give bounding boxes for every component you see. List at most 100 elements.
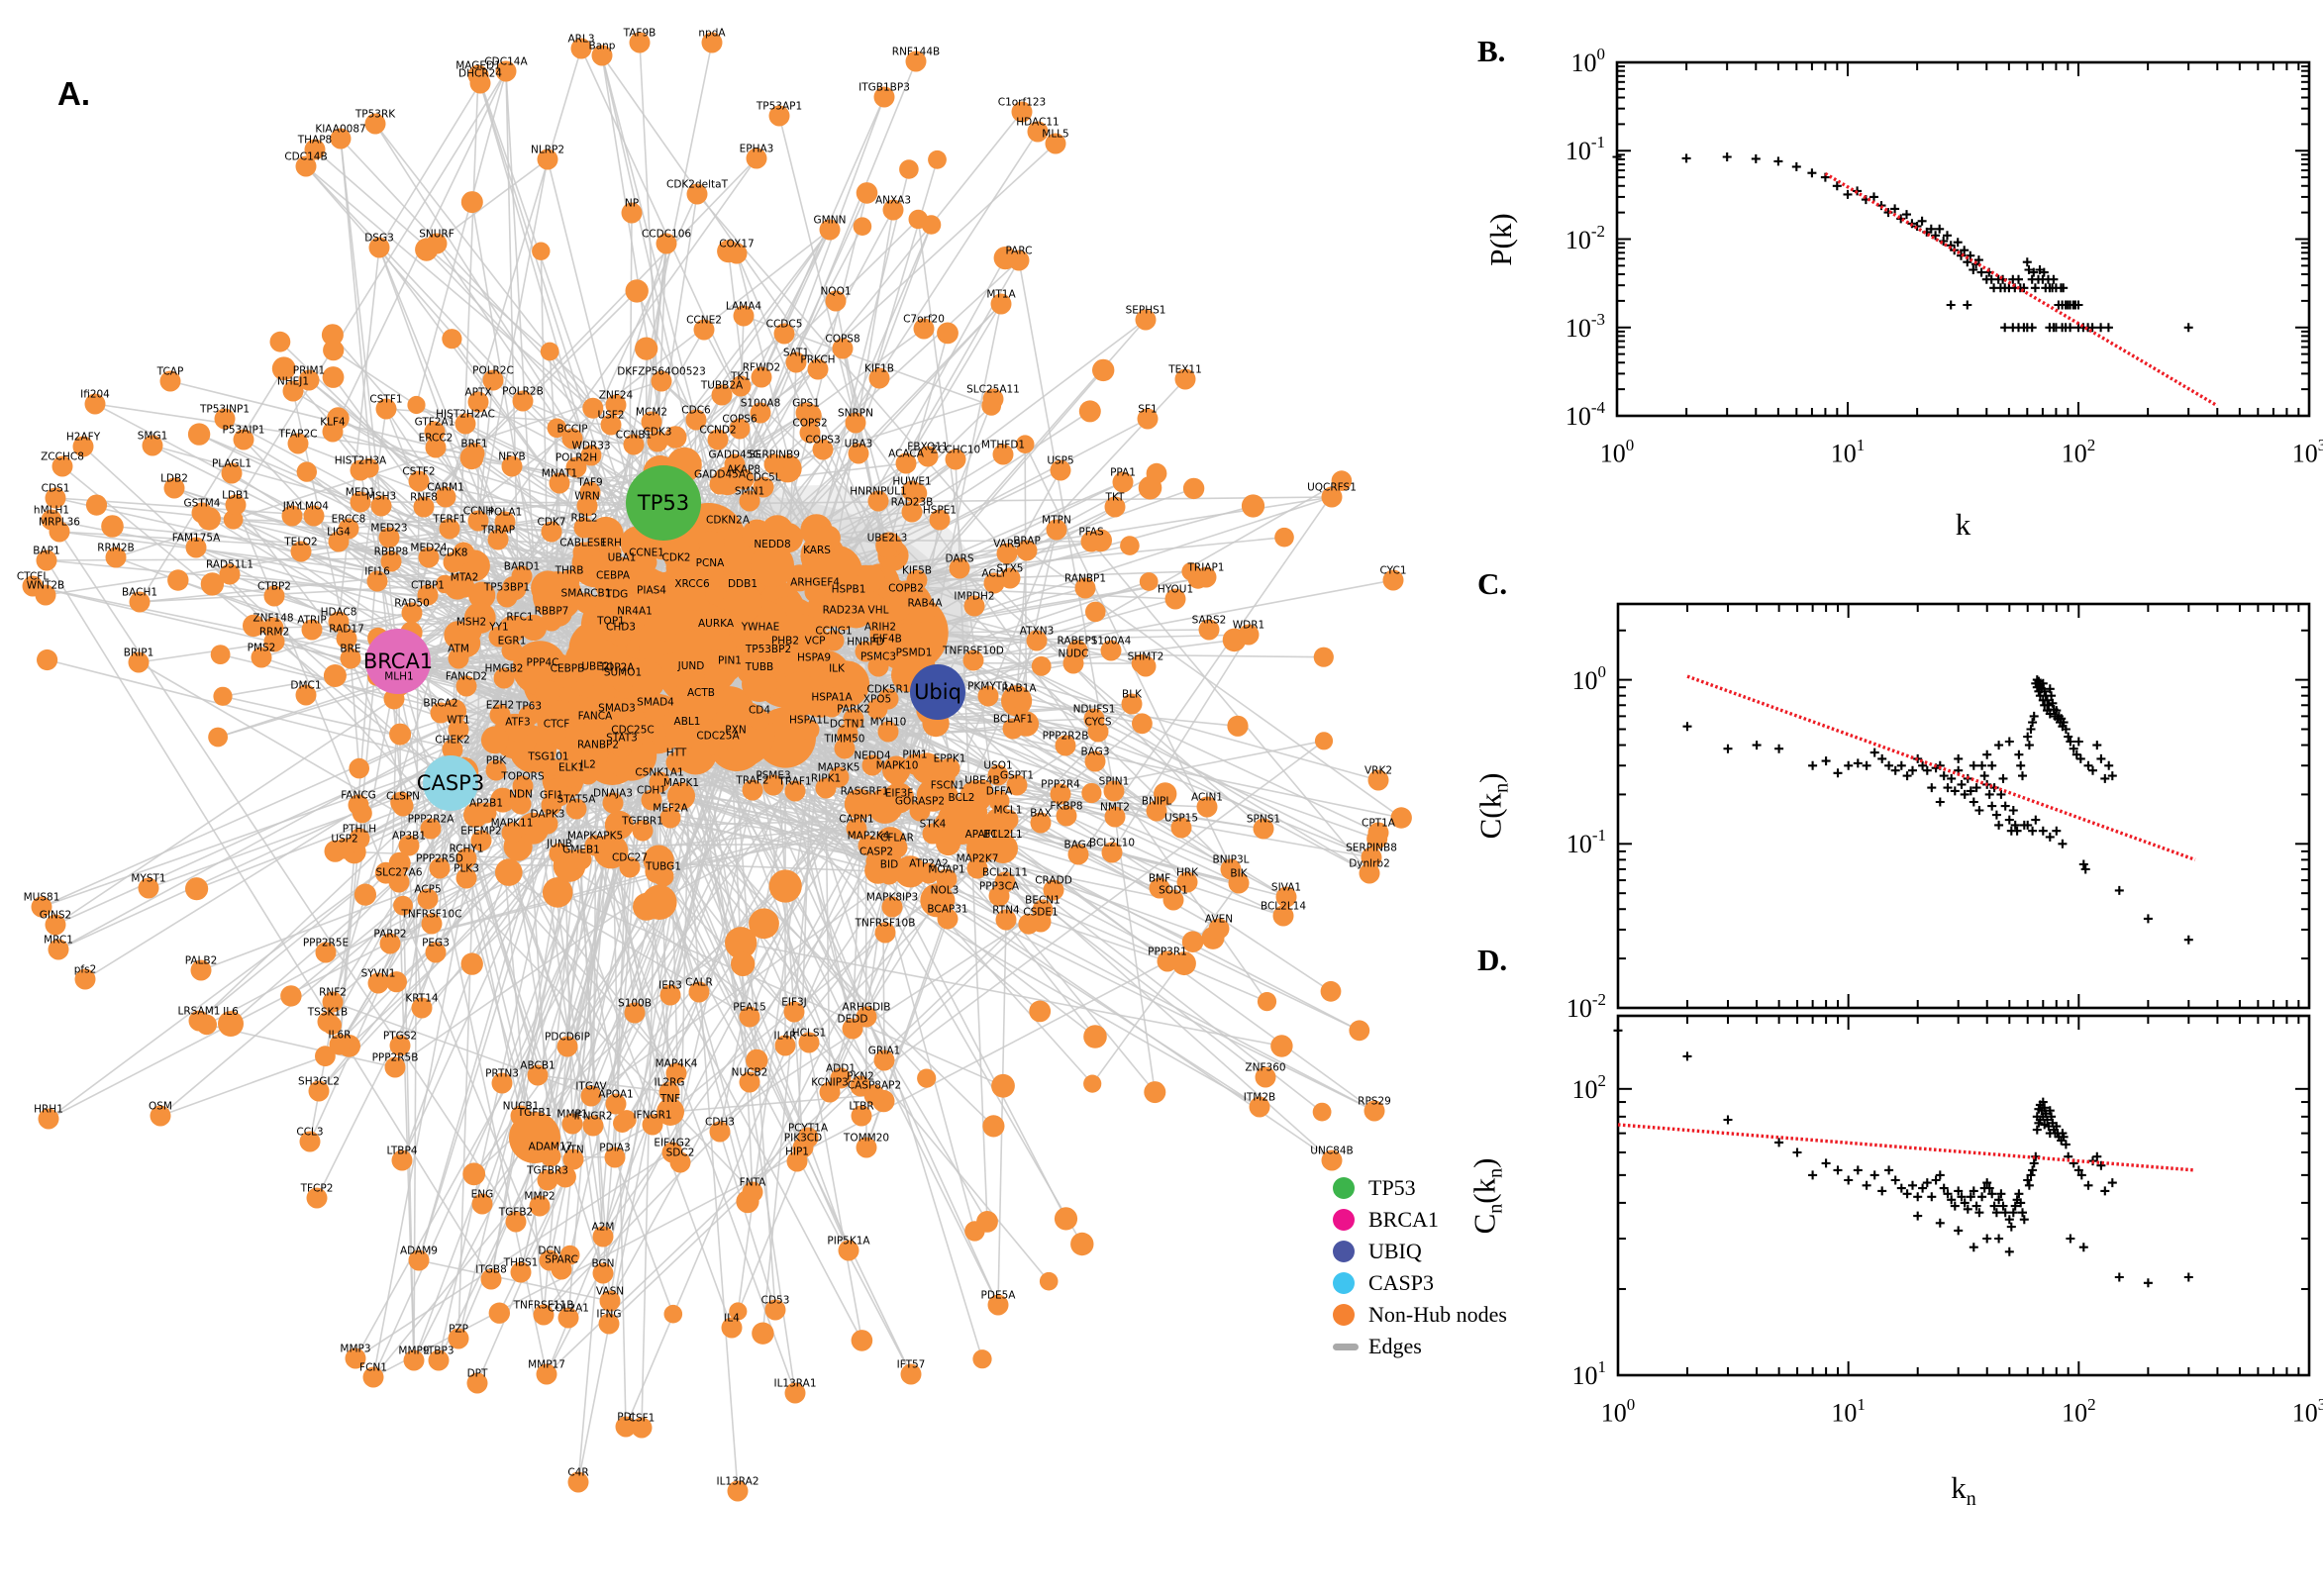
svg-text:NUDC: NUDC xyxy=(1059,648,1089,660)
svg-text:HUWE1: HUWE1 xyxy=(892,476,931,488)
svg-text:TOP1: TOP1 xyxy=(596,616,625,628)
svg-text:EGR1: EGR1 xyxy=(498,636,527,648)
svg-text:SLC27A6: SLC27A6 xyxy=(375,867,422,879)
svg-text:RNF2: RNF2 xyxy=(319,987,347,999)
svg-text:TAF9B: TAF9B xyxy=(623,28,656,40)
svg-text:TNFRSF10B: TNFRSF10B xyxy=(855,918,916,930)
svg-text:CDC14B: CDC14B xyxy=(284,151,327,163)
svg-text:CDS1: CDS1 xyxy=(42,483,70,495)
svg-text:TRRAP: TRRAP xyxy=(480,525,515,537)
axis-ticks xyxy=(1617,604,2310,1009)
svg-text:CDC27: CDC27 xyxy=(612,852,648,864)
svg-text:ZCCHC10: ZCCHC10 xyxy=(931,445,980,456)
svg-text:GSTM4: GSTM4 xyxy=(184,498,221,510)
svg-text:ARHGEF4: ARHGEF4 xyxy=(790,577,840,589)
svg-text:BRE: BRE xyxy=(340,644,360,655)
svg-text:CDK3: CDK3 xyxy=(644,427,672,439)
svg-text:TGFBR1: TGFBR1 xyxy=(621,816,663,828)
svg-text:NDN: NDN xyxy=(509,789,533,801)
svg-text:IFNGR2: IFNGR2 xyxy=(573,1111,612,1123)
svg-text:ITGB8: ITGB8 xyxy=(475,1264,507,1276)
svg-text:USP15: USP15 xyxy=(1164,813,1198,825)
svg-text:TP53BP2: TP53BP2 xyxy=(745,644,791,655)
svg-text:MRC1: MRC1 xyxy=(44,935,73,947)
svg-text:PXN: PXN xyxy=(725,725,746,737)
svg-text:IFT57: IFT57 xyxy=(897,1359,926,1371)
network-edges xyxy=(32,42,1402,1492)
svg-text:Dynlrb2: Dynlrb2 xyxy=(1349,858,1390,870)
svg-text:COL2A1: COL2A1 xyxy=(548,1303,589,1315)
svg-text:RFC1: RFC1 xyxy=(506,612,533,624)
svg-text:WDR1: WDR1 xyxy=(1233,620,1264,632)
svg-text:APOA1: APOA1 xyxy=(598,1089,633,1101)
svg-text:CDC25C: CDC25C xyxy=(611,725,654,737)
svg-text:TFAP2C: TFAP2C xyxy=(277,429,317,441)
svg-text:DMC1: DMC1 xyxy=(290,680,321,692)
svg-text:SERPINB8: SERPINB8 xyxy=(1346,843,1397,854)
svg-text:MAPKAPK5: MAPKAPK5 xyxy=(567,831,623,843)
svg-text:CD53: CD53 xyxy=(761,1295,790,1307)
svg-text:ATP2A2: ATP2A2 xyxy=(909,858,949,870)
svg-text:CABLES1: CABLES1 xyxy=(559,538,607,549)
legend-label: Non-Hub nodes xyxy=(1368,1302,1507,1327)
svg-text:COPS3: COPS3 xyxy=(805,435,840,447)
svg-text:BRF1: BRF1 xyxy=(460,439,487,450)
axis-ticks xyxy=(1617,1016,2310,1376)
svg-text:PARC: PARC xyxy=(1006,246,1033,257)
svg-text:CSF1: CSF1 xyxy=(629,1413,656,1425)
svg-text:AP3B1: AP3B1 xyxy=(392,831,426,843)
svg-text:FKBP8: FKBP8 xyxy=(1050,801,1082,813)
svg-text:VTN: VTN xyxy=(562,1145,583,1156)
svg-text:GSPT1: GSPT1 xyxy=(1000,770,1034,782)
svg-text:HSPA9: HSPA9 xyxy=(797,652,831,664)
svg-text:HDAC11: HDAC11 xyxy=(1016,117,1060,129)
svg-text:MTHFD1: MTHFD1 xyxy=(981,440,1025,451)
svg-text:UQCRFS1: UQCRFS1 xyxy=(1307,482,1357,494)
svg-text:DNAJA3: DNAJA3 xyxy=(593,788,633,800)
svg-text:C4R: C4R xyxy=(567,1467,588,1479)
svg-text:PRTN3: PRTN3 xyxy=(485,1068,519,1080)
fit-line xyxy=(1824,171,2219,408)
svg-text:PALB2: PALB2 xyxy=(185,955,218,967)
x-axis-title: kn xyxy=(1951,1470,1976,1511)
svg-text:RASGRF1: RASGRF1 xyxy=(841,786,889,798)
legend-label: UBIQ xyxy=(1368,1239,1422,1263)
svg-text:IMPDH2: IMPDH2 xyxy=(954,591,994,603)
svg-text:IL4: IL4 xyxy=(724,1313,740,1325)
x-axis-title: k xyxy=(1955,507,1971,542)
svg-text:CPT1A: CPT1A xyxy=(1362,818,1396,830)
svg-text:LDB2: LDB2 xyxy=(160,473,188,485)
svg-text:BRCA2: BRCA2 xyxy=(423,698,457,710)
svg-text:LTBP4: LTBP4 xyxy=(386,1146,417,1157)
svg-text:ERH: ERH xyxy=(600,538,622,549)
svg-text:MAPK8IP3: MAPK8IP3 xyxy=(866,892,918,904)
svg-text:COPS6: COPS6 xyxy=(722,414,758,426)
svg-text:TGFBR3: TGFBR3 xyxy=(526,1165,568,1177)
hub-node-brca1 xyxy=(365,629,431,694)
svg-text:DHCR24: DHCR24 xyxy=(458,68,502,80)
svg-text:PARP2: PARP2 xyxy=(373,929,406,941)
svg-text:FANCG: FANCG xyxy=(341,790,376,802)
svg-text:RANBP2: RANBP2 xyxy=(577,740,619,751)
svg-text:TELO2: TELO2 xyxy=(283,537,317,549)
svg-text:GADD45A: GADD45A xyxy=(694,469,747,481)
svg-text:CDK2: CDK2 xyxy=(662,552,691,564)
svg-text:TERF1: TERF1 xyxy=(432,514,465,526)
svg-text:HCLS1: HCLS1 xyxy=(792,1028,826,1040)
svg-text:IER3: IER3 xyxy=(658,980,682,992)
svg-text:NFYB: NFYB xyxy=(498,451,526,463)
svg-text:SOD1: SOD1 xyxy=(1159,885,1188,897)
svg-text:MMP1: MMP1 xyxy=(556,1109,587,1121)
svg-text:JUND: JUND xyxy=(677,660,705,672)
svg-text:ITGAV: ITGAV xyxy=(575,1081,607,1093)
svg-text:PPP2R4: PPP2R4 xyxy=(1041,779,1080,791)
svg-text:MAP2K4: MAP2K4 xyxy=(848,831,890,843)
svg-text:LRSAM1: LRSAM1 xyxy=(178,1006,221,1018)
svg-text:NR4A1: NR4A1 xyxy=(617,606,653,618)
svg-text:APTX: APTX xyxy=(464,387,491,399)
svg-text:HIP1: HIP1 xyxy=(785,1147,809,1158)
svg-text:MLL5: MLL5 xyxy=(1042,129,1068,141)
svg-text:IL6R: IL6R xyxy=(329,1030,352,1042)
svg-text:RRM2: RRM2 xyxy=(259,627,289,639)
